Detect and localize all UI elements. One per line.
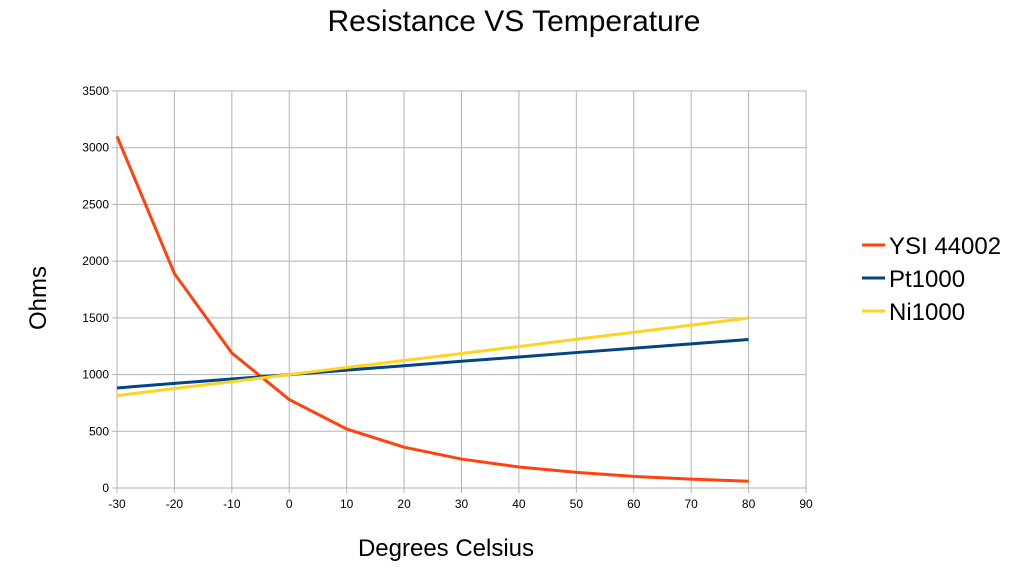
y-tick-label-7: 3500	[82, 84, 109, 98]
y-tick-label-0: 0	[102, 481, 109, 495]
y-tick-label-6: 3000	[82, 141, 109, 155]
legend-label-ni1000: Ni1000	[889, 299, 965, 326]
x-tick-label-4: 10	[340, 497, 354, 511]
x-tick-label-2: -10	[223, 497, 241, 511]
x-tick-label-12: 90	[799, 497, 813, 511]
x-tick-label-10: 70	[684, 497, 698, 511]
x-tick-label-5: 20	[397, 497, 411, 511]
x-tick-label-9: 60	[627, 497, 641, 511]
x-tick-label-8: 50	[570, 497, 584, 511]
chart-title: Resistance VS Temperature	[328, 5, 701, 38]
series-line-pt1000	[116, 338, 749, 390]
x-tick-label-7: 40	[512, 497, 526, 511]
x-tick-label-0: -30	[108, 497, 126, 511]
x-tick-label-3: 0	[286, 497, 293, 511]
x-tick-label-6: 30	[455, 497, 469, 511]
legend-label-ysi-44002: YSI 44002	[889, 233, 1001, 260]
y-tick-label-4: 2000	[82, 254, 109, 268]
y-tick-label-2: 1000	[82, 368, 109, 382]
x-axis-label: Degrees Celsius	[358, 535, 534, 562]
x-tick-label-11: 80	[742, 497, 756, 511]
y-axis-label: Ohms	[25, 266, 52, 330]
y-tick-label-1: 500	[89, 424, 109, 438]
x-axis: -30 -20 -10 0 10 20 30 40 50 60 70 80 90	[108, 488, 813, 511]
x-tick-label-1: -20	[166, 497, 184, 511]
grid	[116, 90, 807, 489]
legend: YSI 44002 Pt1000 Ni1000	[862, 233, 1001, 326]
y-tick-label-3: 1500	[82, 311, 109, 325]
y-tick-label-5: 2500	[82, 197, 109, 211]
y-axis: 0 500 1000 1500 2000 2500 3000 3500	[82, 84, 117, 495]
series-line-ni1000	[116, 316, 749, 398]
series-lines	[115, 135, 749, 483]
legend-label-pt1000: Pt1000	[889, 266, 965, 293]
series-line-ysi-44002	[115, 135, 749, 483]
